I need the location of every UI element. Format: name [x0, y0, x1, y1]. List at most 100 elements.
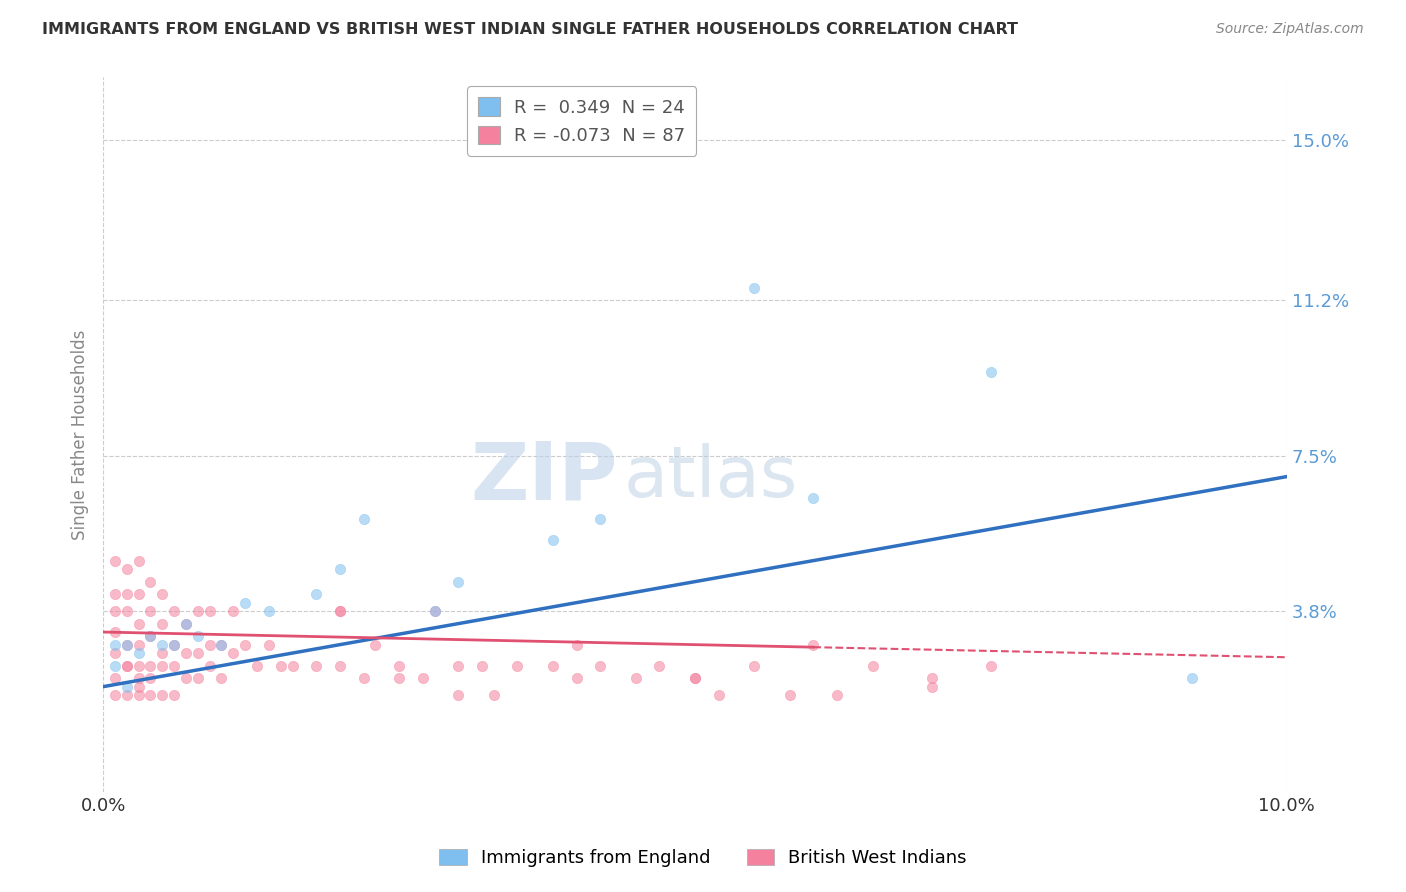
Point — [128, 688, 150, 702]
Point — [163, 638, 186, 652]
Point — [115, 562, 138, 576]
Point — [198, 638, 221, 652]
Point — [115, 658, 138, 673]
Point — [104, 638, 127, 652]
Point — [174, 671, 197, 685]
Point — [447, 688, 470, 702]
Point — [589, 658, 612, 673]
Point — [862, 658, 884, 673]
Point — [211, 638, 233, 652]
Point — [353, 511, 375, 525]
Point — [198, 658, 221, 673]
Point — [139, 688, 162, 702]
Point — [128, 680, 150, 694]
Point — [163, 688, 186, 702]
Point — [257, 604, 280, 618]
Point — [115, 658, 138, 673]
Point — [565, 671, 588, 685]
Point — [305, 658, 328, 673]
Point — [198, 604, 221, 618]
Point — [364, 638, 387, 652]
Point — [801, 638, 824, 652]
Point — [506, 658, 529, 673]
Point — [921, 680, 943, 694]
Point — [163, 638, 186, 652]
Point — [104, 604, 127, 618]
Point — [150, 616, 173, 631]
Point — [128, 646, 150, 660]
Legend: R =  0.349  N = 24, R = -0.073  N = 87: R = 0.349 N = 24, R = -0.073 N = 87 — [467, 87, 696, 156]
Point — [447, 658, 470, 673]
Point — [115, 604, 138, 618]
Point — [174, 616, 197, 631]
Point — [742, 658, 765, 673]
Point — [128, 658, 150, 673]
Point — [211, 671, 233, 685]
Point — [353, 671, 375, 685]
Point — [257, 638, 280, 652]
Point — [683, 671, 706, 685]
Point — [104, 553, 127, 567]
Point — [139, 658, 162, 673]
Point — [174, 646, 197, 660]
Point — [150, 638, 173, 652]
Point — [150, 658, 173, 673]
Point — [980, 365, 1002, 379]
Point — [541, 533, 564, 547]
Point — [471, 658, 494, 673]
Point — [128, 671, 150, 685]
Point — [921, 671, 943, 685]
Point — [222, 646, 245, 660]
Point — [329, 562, 352, 576]
Point — [104, 587, 127, 601]
Point — [624, 671, 647, 685]
Point — [174, 616, 197, 631]
Point — [648, 658, 671, 673]
Point — [115, 587, 138, 601]
Point — [139, 629, 162, 643]
Point — [305, 587, 328, 601]
Point — [388, 658, 411, 673]
Point — [115, 638, 138, 652]
Point — [412, 671, 434, 685]
Point — [104, 658, 127, 673]
Point — [150, 587, 173, 601]
Point — [128, 587, 150, 601]
Point — [246, 658, 269, 673]
Point — [233, 596, 256, 610]
Point — [270, 658, 292, 673]
Point — [683, 671, 706, 685]
Point — [329, 604, 352, 618]
Point — [104, 671, 127, 685]
Point — [115, 638, 138, 652]
Point — [139, 574, 162, 589]
Legend: Immigrants from England, British West Indians: Immigrants from England, British West In… — [432, 841, 974, 874]
Point — [329, 658, 352, 673]
Point — [742, 280, 765, 294]
Point — [779, 688, 801, 702]
Point — [187, 604, 209, 618]
Point — [388, 671, 411, 685]
Text: Source: ZipAtlas.com: Source: ZipAtlas.com — [1216, 22, 1364, 37]
Point — [423, 604, 446, 618]
Point — [281, 658, 304, 673]
Point — [187, 646, 209, 660]
Point — [187, 671, 209, 685]
Point — [139, 604, 162, 618]
Text: ZIP: ZIP — [471, 439, 619, 516]
Point — [825, 688, 848, 702]
Text: atlas: atlas — [624, 443, 799, 512]
Point — [128, 616, 150, 631]
Point — [541, 658, 564, 673]
Point — [233, 638, 256, 652]
Point — [104, 646, 127, 660]
Point — [1181, 671, 1204, 685]
Point — [187, 629, 209, 643]
Point — [128, 553, 150, 567]
Point — [980, 658, 1002, 673]
Point — [115, 688, 138, 702]
Point — [115, 680, 138, 694]
Point — [801, 491, 824, 505]
Point — [139, 629, 162, 643]
Point — [329, 604, 352, 618]
